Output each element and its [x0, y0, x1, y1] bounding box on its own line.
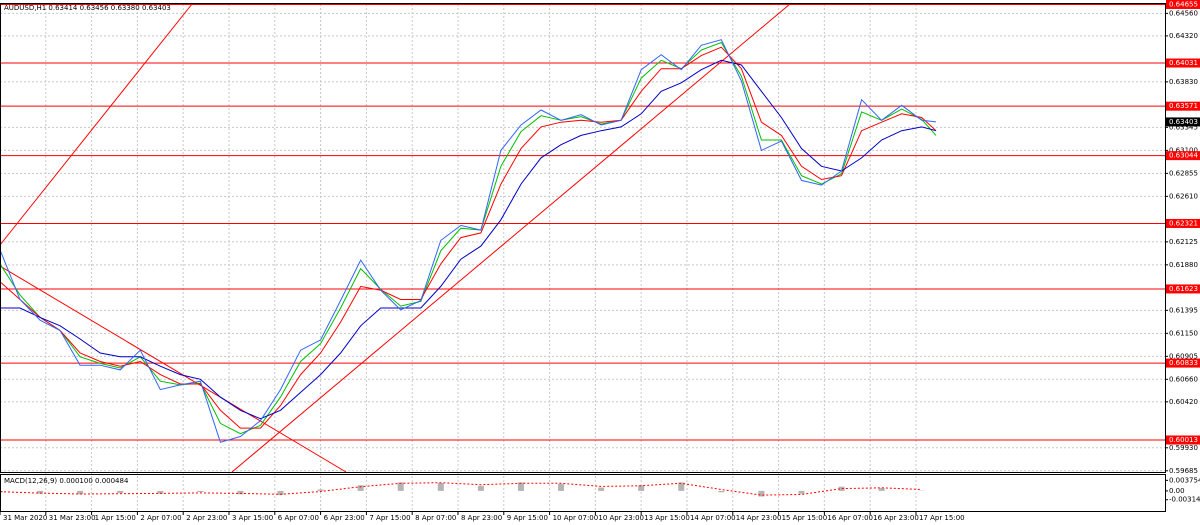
level-label: 0.60833 — [1169, 359, 1198, 367]
macd-bar — [157, 490, 164, 494]
y-tick-label: -0.003141 — [1169, 496, 1200, 504]
x-tick-label: 31 Mar 23:00 — [49, 514, 96, 522]
macd-bar — [317, 489, 324, 491]
x-tick-label: 6 Apr 23:00 — [324, 514, 365, 522]
macd-bar — [718, 490, 725, 493]
x-tick-label: 6 Apr 07:00 — [278, 514, 319, 522]
macd-bar — [357, 485, 364, 491]
x-tick-label: 15 Apr 15:00 — [782, 514, 828, 522]
y-tick-label: 0.61880 — [1169, 261, 1198, 269]
y-tick-label: 0.003754 — [1169, 476, 1200, 484]
level-label-box — [1166, 101, 1200, 111]
level-label-box — [1166, 358, 1200, 368]
y-tick-label: 0.60905 — [1169, 352, 1198, 360]
x-tick-label: 8 Apr 07:00 — [415, 514, 456, 522]
macd-bar — [477, 485, 484, 491]
last-price-box — [1166, 117, 1200, 127]
macd-bar — [558, 483, 565, 491]
x-tick-label: 14 Apr 07:00 — [690, 514, 736, 522]
y-tick-label: 0.59685 — [1169, 467, 1198, 475]
macd-bar — [237, 490, 244, 495]
x-tick-label: 9 Apr 15:00 — [507, 514, 548, 522]
trend-line — [0, 3, 193, 246]
y-tick-label: 0.62125 — [1169, 238, 1198, 246]
grid-layer — [0, 4, 1165, 511]
x-tick-label: 2 Apr 23:00 — [186, 514, 227, 522]
level-label-box — [1166, 435, 1200, 445]
macd-bar — [798, 490, 805, 494]
macd-title: MACD(12,26,9) 0.000100 0.000484 — [4, 477, 129, 485]
trend-line — [231, 3, 791, 473]
x-tick-label: 16 Apr 23:00 — [873, 514, 919, 522]
price-line — [0, 59, 937, 420]
macd-bar — [678, 482, 685, 491]
y-tick-label: 0.64320 — [1169, 32, 1198, 40]
macd-bar — [437, 483, 444, 491]
y-tick-label: 0.64560 — [1169, 9, 1198, 17]
macd-bar — [37, 490, 44, 494]
y-tick-label: 0.62855 — [1169, 169, 1198, 177]
level-label-box — [1166, 0, 1200, 9]
x-tick-label: 1 Apr 15:00 — [95, 514, 136, 522]
macd-bar — [838, 486, 845, 491]
level-label: 0.62321 — [1169, 219, 1198, 227]
macd-bar — [638, 485, 645, 491]
macd-bar — [598, 487, 605, 491]
x-tick-label: 10 Apr 07:00 — [553, 514, 599, 522]
y-tick-label: 0.60660 — [1169, 375, 1198, 383]
y-tick-label: 0.63830 — [1169, 78, 1198, 86]
level-layer — [0, 3, 1165, 441]
x-tick-label: 3 Apr 15:00 — [232, 514, 273, 522]
x-tick-label: 31 Mar 2020 — [3, 514, 47, 522]
level-label-box — [1166, 218, 1200, 228]
level-label: 0.64655 — [1169, 0, 1198, 8]
y-tick-label: 0.62610 — [1169, 192, 1198, 200]
macd-bar — [397, 482, 404, 491]
price-line — [0, 41, 937, 435]
level-label: 0.63044 — [1169, 152, 1198, 160]
macd-bar — [878, 488, 885, 491]
y-tick-label: 0.63345 — [1169, 123, 1198, 131]
macd-bar — [517, 482, 524, 491]
x-tick-label: 10 Apr 23:00 — [598, 514, 644, 522]
macd-bar — [758, 490, 765, 497]
chart-title: AUDUSD,H1 0.63414 0.63456 0.63380 0.6340… — [4, 4, 171, 12]
x-tick-label: 16 Apr 07:00 — [827, 514, 873, 522]
price-line — [0, 39, 937, 443]
y-tick-label: 0.61150 — [1169, 329, 1198, 337]
y-tick-label: 0.61395 — [1169, 306, 1198, 314]
signal-line — [0, 482, 922, 496]
y-tick-label: 0.60420 — [1169, 398, 1198, 406]
macd-bar — [277, 490, 284, 496]
macd-panel-border — [0, 474, 1166, 512]
level-label-box — [1166, 58, 1200, 68]
level-label: 0.64031 — [1169, 59, 1198, 67]
x-tick-label: 17 Apr 15:00 — [919, 514, 965, 522]
level-label: 0.60013 — [1169, 436, 1198, 444]
y-tick-label: 0.00 — [1169, 487, 1185, 495]
x-tick-label: 7 Apr 15:00 — [369, 514, 410, 522]
x-tick-label: 8 Apr 23:00 — [461, 514, 502, 522]
price-panel-border — [0, 3, 1166, 473]
last-price-label: 0.63403 — [1169, 118, 1198, 126]
x-tick-label: 2 Apr 07:00 — [140, 514, 181, 522]
macd-bar — [77, 490, 84, 495]
plot-layer — [0, 39, 937, 497]
level-label-box — [1166, 284, 1200, 294]
x-tick-label: 14 Apr 23:00 — [736, 514, 782, 522]
trend-line — [0, 265, 347, 473]
y-tick-label: 0.59930 — [1169, 444, 1198, 452]
y-tick-label: 0.63100 — [1169, 146, 1198, 154]
level-label-box — [1166, 151, 1200, 161]
x-tick-label: 13 Apr 15:00 — [644, 514, 690, 522]
macd-bar — [197, 490, 204, 493]
level-label: 0.63571 — [1169, 102, 1198, 110]
level-label: 0.61623 — [1169, 285, 1198, 293]
macd-bar — [117, 490, 124, 494]
price-line — [0, 46, 937, 429]
